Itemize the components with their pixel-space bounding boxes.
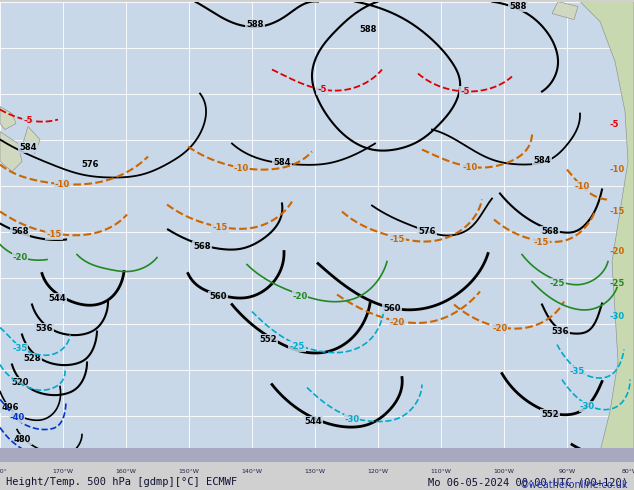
Text: -20: -20 — [13, 253, 28, 262]
Text: 584: 584 — [19, 143, 37, 152]
Text: -10: -10 — [233, 164, 249, 173]
Text: 520: 520 — [11, 378, 29, 387]
Text: 576: 576 — [81, 160, 99, 169]
Text: -15: -15 — [610, 207, 625, 216]
Text: 480: 480 — [13, 435, 30, 444]
Text: -5: -5 — [23, 116, 33, 125]
Text: 544: 544 — [48, 294, 66, 303]
Text: 584: 584 — [273, 158, 291, 167]
Text: 568: 568 — [11, 227, 29, 236]
Text: 568: 568 — [193, 242, 210, 251]
Text: 552: 552 — [259, 335, 277, 344]
Text: -20: -20 — [292, 292, 307, 301]
Polygon shape — [580, 1, 634, 462]
Polygon shape — [22, 126, 40, 153]
Text: -30: -30 — [610, 312, 625, 321]
Polygon shape — [0, 106, 16, 129]
Text: -30: -30 — [579, 402, 595, 411]
Text: 130°W: 130°W — [304, 469, 325, 474]
Text: 528: 528 — [23, 354, 41, 363]
Text: 150°W: 150°W — [179, 469, 200, 474]
Text: -35: -35 — [569, 367, 585, 376]
Text: ©weatheronline.co.uk: ©weatheronline.co.uk — [519, 480, 628, 490]
Text: 588: 588 — [509, 2, 527, 11]
Bar — [0, 447, 634, 462]
Polygon shape — [552, 1, 578, 20]
Text: 160°W: 160°W — [115, 469, 136, 474]
Text: -10: -10 — [610, 165, 625, 174]
Text: -10: -10 — [462, 163, 477, 172]
Text: -10: -10 — [55, 180, 70, 189]
Text: -25: -25 — [289, 342, 305, 351]
Text: -5: -5 — [460, 87, 470, 96]
Text: Height/Temp. 500 hPa [gdmp][°C] ECMWF: Height/Temp. 500 hPa [gdmp][°C] ECMWF — [6, 477, 238, 487]
Polygon shape — [0, 131, 22, 172]
Text: 544: 544 — [304, 417, 322, 426]
Text: 584: 584 — [533, 156, 551, 165]
Text: -20: -20 — [389, 318, 404, 327]
Text: Mo 06-05-2024 00:00 UTC (00+120): Mo 06-05-2024 00:00 UTC (00+120) — [428, 477, 628, 487]
Text: 140°W: 140°W — [242, 469, 262, 474]
Text: -15: -15 — [46, 230, 61, 239]
Text: -20: -20 — [493, 324, 508, 333]
Text: 568: 568 — [541, 227, 559, 236]
Text: 100°W: 100°W — [493, 469, 514, 474]
Text: -40: -40 — [10, 413, 25, 422]
Text: -35: -35 — [13, 344, 28, 353]
Text: 496: 496 — [1, 403, 19, 412]
Text: 170°W: 170°W — [53, 469, 74, 474]
Text: -25: -25 — [610, 279, 625, 288]
Text: -10: -10 — [574, 182, 590, 191]
Text: 552: 552 — [541, 410, 559, 419]
Text: 588: 588 — [359, 25, 377, 34]
Text: -25: -25 — [549, 279, 565, 288]
Text: 120°W: 120°W — [368, 469, 389, 474]
Text: 576: 576 — [418, 227, 436, 236]
Text: 544: 544 — [591, 450, 609, 459]
Text: -30: -30 — [344, 415, 359, 424]
Text: -5: -5 — [317, 85, 327, 94]
Text: 110°W: 110°W — [430, 469, 451, 474]
Text: -20: -20 — [610, 247, 625, 256]
Text: -15: -15 — [212, 223, 228, 232]
Text: 80°W: 80°W — [621, 469, 634, 474]
Text: -15: -15 — [389, 235, 404, 244]
Text: 560: 560 — [209, 292, 227, 301]
Text: 180°: 180° — [0, 469, 8, 474]
Text: 90°W: 90°W — [559, 469, 576, 474]
Text: -15: -15 — [533, 238, 548, 247]
Text: 536: 536 — [551, 327, 569, 336]
Text: 560: 560 — [383, 304, 401, 313]
Text: 536: 536 — [36, 324, 53, 333]
Text: 588: 588 — [247, 20, 264, 29]
Text: -5: -5 — [610, 120, 619, 129]
